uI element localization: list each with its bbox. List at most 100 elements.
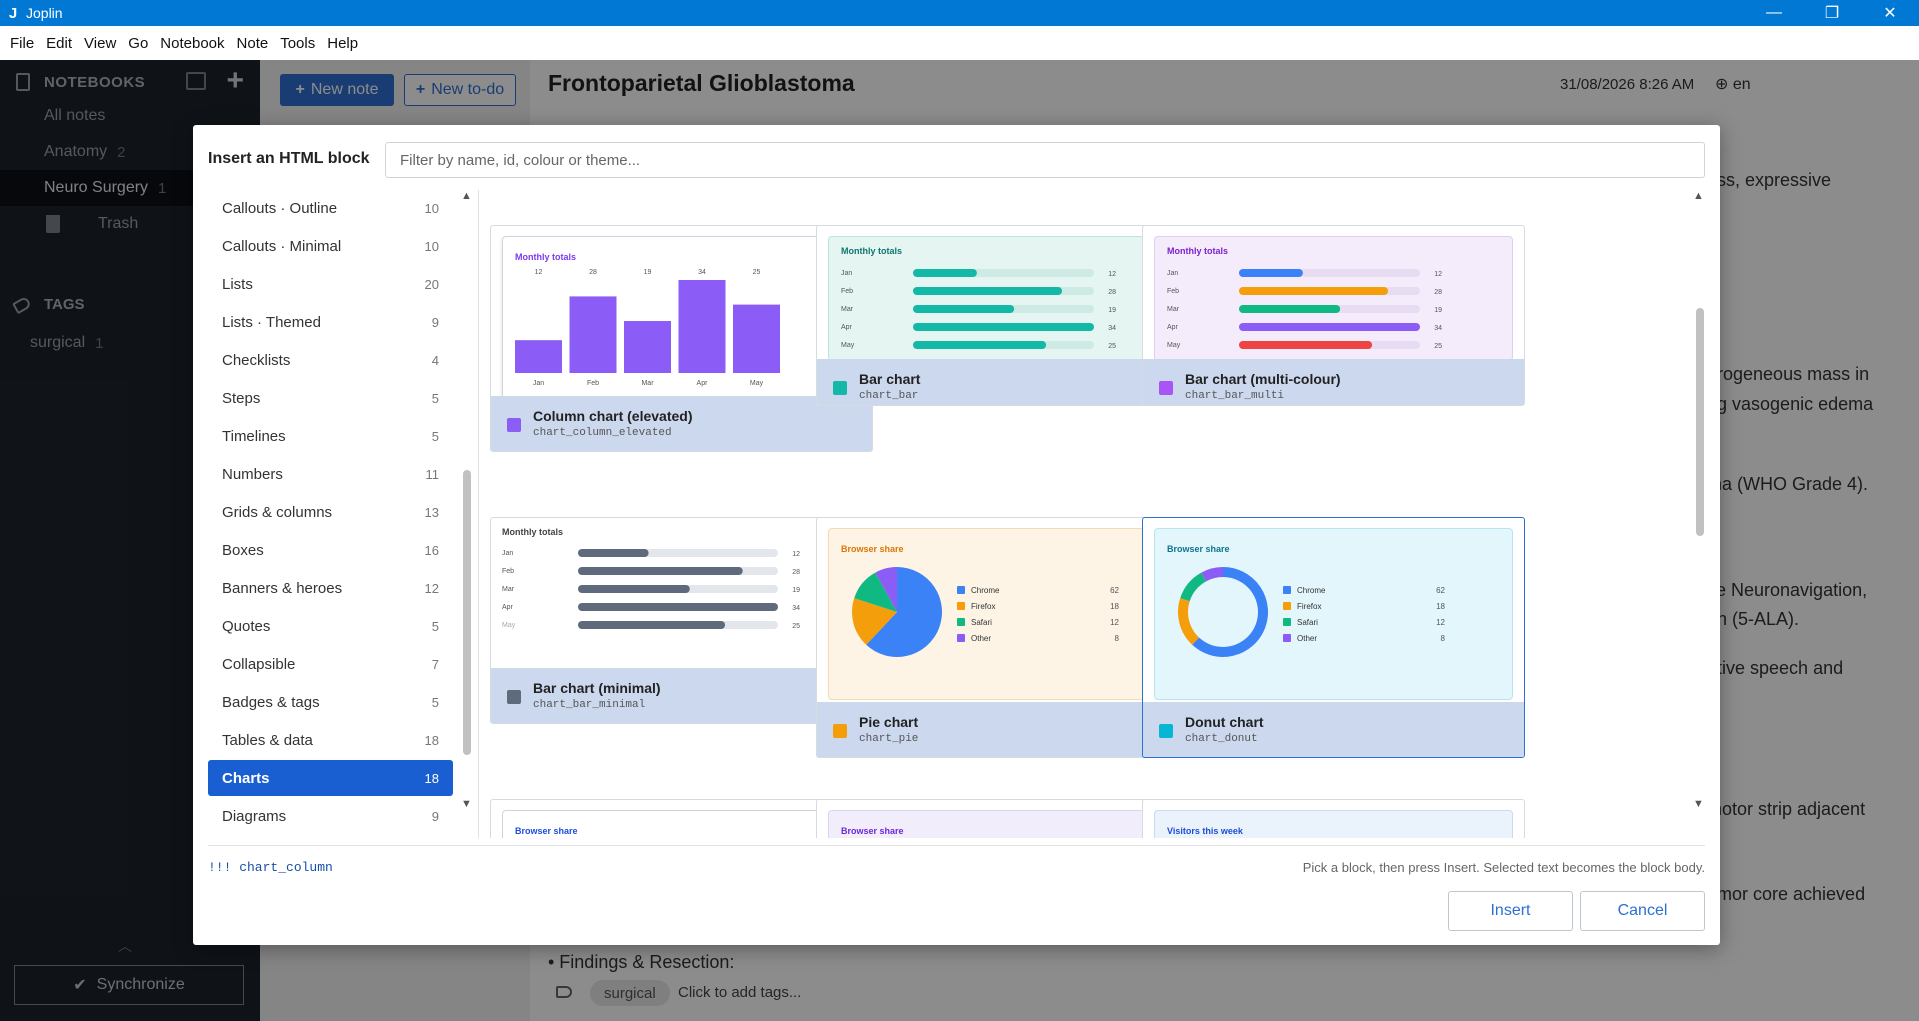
sidebar-tag-surgical[interactable]: surgical 1 [30, 334, 104, 352]
column-chart-preview: Monthly totals 12 Jan 28 Feb 19 Mar 34 Apr 25 May [515, 252, 780, 387]
note-title[interactable]: Frontoparietal Glioblastoma [548, 70, 855, 96]
category-item[interactable]: Timelines 5 [208, 418, 453, 454]
toggle-sidebar-icon[interactable] [186, 72, 206, 90]
minimize-button[interactable]: — [1766, 4, 1782, 21]
category-item[interactable]: Checklists 4 [208, 342, 453, 378]
editor-text-line: on (5-ALA). [1707, 609, 1800, 629]
category-item[interactable]: Charts 18 [208, 760, 453, 796]
editor-text-line: ess, expressive [1707, 170, 1832, 190]
legend-value: 62 [1110, 586, 1119, 595]
category-count: 10 [424, 238, 439, 254]
category-item[interactable]: Callouts · Minimal 10 [208, 228, 453, 264]
restore-button[interactable]: ❐ [1824, 5, 1840, 22]
legend-label: Other [1297, 634, 1317, 643]
close-button[interactable]: ✕ [1883, 5, 1897, 22]
card-chart-bar-multi[interactable]: Monthly totals Jan 12 Feb 28 Mar 19 Apr 34 May 25 … [1142, 225, 1525, 406]
chart-title: Monthly totals [841, 246, 902, 256]
category-item[interactable]: Callouts · Outline 10 [208, 190, 453, 226]
menu-go[interactable]: Go [128, 34, 149, 52]
data-label: 12 [535, 269, 543, 276]
card-chart-pie[interactable]: Browser share Chrome 62 Firefox 18 Safari 12 Ot… [816, 517, 1199, 758]
category-label: Lists [222, 275, 253, 293]
category-item[interactable]: Banners & heroes 12 [208, 570, 453, 606]
scrollbar-thumb[interactable] [1696, 308, 1704, 536]
menu-edit[interactable]: Edit [46, 34, 73, 52]
editor-text-line: umor core achieved [1707, 884, 1866, 904]
filter-input[interactable] [385, 142, 1705, 178]
scroll-up-icon[interactable]: ▲ [1693, 190, 1704, 202]
category-item[interactable]: Lists 20 [208, 266, 453, 302]
scroll-down-icon[interactable]: ▼ [1693, 798, 1704, 810]
category-count: 5 [431, 390, 439, 406]
sidebar-item-anatomy[interactable]: Anatomy 2 [44, 143, 126, 161]
pie-chart-preview: Browser share Chrome 62 Firefox 18 Safari 12 Ot… [841, 544, 1120, 657]
card-chart-donut[interactable]: Browser share Chrome 62 Firefox 18 Safari 12 Ot… [1142, 517, 1525, 758]
scrollbar-thumb[interactable] [463, 470, 471, 755]
pie-slice [852, 598, 897, 645]
category-item[interactable]: Diagrams 9 [208, 798, 453, 834]
insert-button[interactable]: Insert [1448, 891, 1573, 931]
synchronize-button[interactable]: ✔ Synchronize [14, 965, 244, 1005]
legend-swatch [957, 602, 965, 610]
data-label: 25 [792, 623, 800, 630]
add-notebook-icon[interactable]: + [226, 64, 244, 97]
category-item[interactable]: Boxes 16 [208, 532, 453, 568]
menu-help[interactable]: Help [327, 34, 359, 52]
menu-note[interactable]: Note [236, 34, 269, 52]
menu-tools[interactable]: Tools [280, 34, 316, 52]
tick-label: May [841, 342, 855, 349]
chevron-up-icon[interactable]: ︿ [118, 938, 132, 954]
menu-view[interactable]: View [84, 34, 117, 52]
legend-value: 18 [1110, 602, 1119, 611]
tag-chip-surgical[interactable]: surgical [590, 980, 670, 1006]
category-label: Lists · Themed [222, 313, 321, 331]
card-id: chart_bar [859, 390, 919, 402]
card-chart-line-partial[interactable]: Visitors this week12191527342218 [1142, 799, 1525, 838]
menu-notebook[interactable]: Notebook [160, 34, 225, 52]
category-label: Quotes [222, 617, 271, 635]
card-chart-bar-minimal[interactable]: Monthly totals Jan 12 Feb 28 Mar 19 Apr 34 May 25 … [490, 517, 873, 724]
tick-label: May [750, 380, 764, 387]
bar [578, 621, 726, 629]
bar [1239, 305, 1341, 313]
cancel-button[interactable]: Cancel [1580, 891, 1705, 931]
pie-slice [875, 567, 897, 612]
category-item[interactable]: Collapsible 7 [208, 646, 453, 682]
category-item[interactable]: Badges & tags 5 [208, 684, 453, 720]
category-item[interactable]: Quotes 5 [208, 608, 453, 644]
category-scrollbar[interactable]: ▲ ▼ [461, 190, 475, 820]
new-todo-button[interactable]: + New to-do [404, 74, 516, 106]
data-label: 25 [753, 269, 761, 276]
category-count: 12 [424, 580, 439, 596]
chart-title: Monthly totals [1167, 246, 1228, 256]
tick-label: May [1167, 342, 1181, 349]
language-selector[interactable]: ⊕ en [1715, 76, 1751, 93]
sidebar-item-trash[interactable]: Trash [0, 206, 260, 242]
category-label: Callouts · Minimal [222, 237, 342, 255]
card-color-swatch [833, 724, 847, 738]
bar [1239, 341, 1373, 349]
column-bar [515, 340, 562, 373]
scroll-up-icon[interactable]: ▲ [461, 190, 472, 202]
sidebar-item-all-notes[interactable]: All notes [44, 107, 106, 124]
new-note-button[interactable]: + New note [280, 74, 394, 106]
category-item[interactable]: Steps 5 [208, 380, 453, 416]
legend-swatch [1283, 618, 1291, 626]
menu-file[interactable]: File [10, 34, 35, 52]
category-item[interactable]: Lists · Themed 9 [208, 304, 453, 340]
pie-slice [866, 567, 942, 657]
add-tags-link[interactable]: Click to add tags... [678, 984, 802, 1001]
bar [913, 269, 977, 277]
category-count: 4 [431, 352, 439, 368]
card-name: Column chart (elevated) [533, 408, 693, 424]
category-item[interactable]: Tables & data 18 [208, 722, 453, 758]
card-chart-column-elevated[interactable]: Monthly totals 12 Jan 28 Feb 19 Mar 34 Apr 25 May … [490, 225, 873, 452]
tick-label: Mar [1167, 306, 1180, 313]
category-item[interactable]: Grids & columns 13 [208, 494, 453, 530]
grid-scrollbar[interactable]: ▲ ▼ [1693, 190, 1707, 820]
scroll-down-icon[interactable]: ▼ [461, 798, 472, 810]
card-chart-bar[interactable]: Monthly totals Jan 12 Feb 28 Mar 19 Apr 34 May 25 … [816, 225, 1199, 406]
category-item[interactable]: Numbers 11 [208, 456, 453, 492]
